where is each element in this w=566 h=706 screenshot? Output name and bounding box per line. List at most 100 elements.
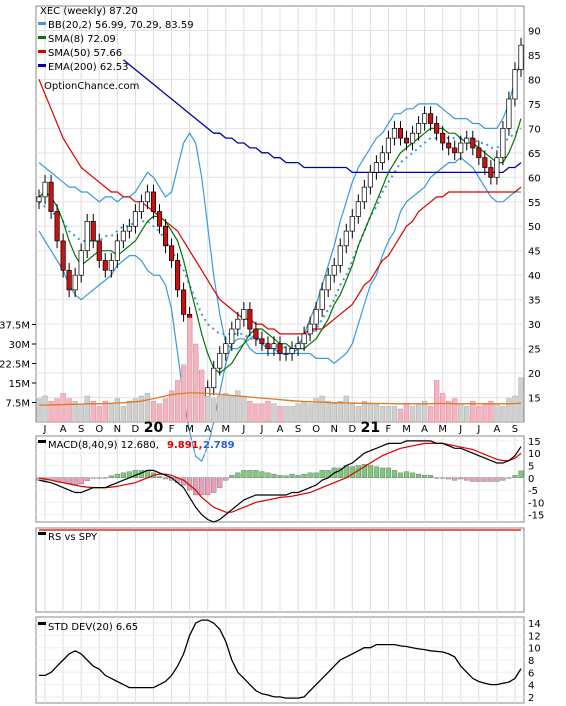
macd-hist-bar [428, 475, 434, 478]
macd-tick-label: 0 [528, 474, 534, 485]
candle-body [391, 128, 398, 139]
volume-bar [433, 380, 440, 423]
volume-bar [102, 400, 108, 423]
x-tick-label: A [277, 424, 284, 435]
candle-body [403, 137, 410, 144]
macd-hist-bar [476, 477, 482, 482]
x-tick-label: M [221, 424, 230, 435]
macd-hist-bar [458, 477, 464, 480]
volume-bar [259, 403, 265, 423]
macd-hist-bar [488, 477, 494, 482]
price-tick-label: 25 [528, 345, 541, 356]
volume-bar [265, 400, 271, 423]
candle-body [331, 265, 337, 276]
volume-bar [452, 398, 458, 423]
x-tick-label: F [386, 424, 392, 435]
macd-hist-bar [72, 477, 78, 486]
legend-label: BB(20,2) 56.99, 70.29, 83.59 [48, 20, 194, 31]
macd-hist-value: 2.789 [203, 440, 235, 451]
volume-bar [470, 400, 476, 423]
volume-bar [427, 406, 434, 423]
volume-bar [247, 400, 253, 423]
candle-body [409, 132, 416, 144]
macd-tick-label: -15 [528, 511, 544, 522]
macd-hist-bar [193, 477, 199, 496]
x-tick-label: 21 [361, 420, 380, 436]
legend-swatch [38, 532, 46, 535]
macd-hist-bar [494, 477, 500, 482]
candle-body [114, 240, 120, 261]
macd-hist-bar [199, 477, 205, 496]
legend-label: SMA(50) 57.66 [48, 48, 122, 59]
price-tick-label: 85 [528, 51, 541, 62]
candle-body [60, 240, 66, 271]
volume-bar [500, 406, 506, 423]
x-tick-label: J [241, 424, 245, 435]
candle-body [132, 211, 138, 227]
candle-body [313, 309, 319, 325]
candle-body [156, 211, 163, 227]
candle-body [416, 123, 422, 134]
volume-bar [512, 395, 518, 423]
macd-hist-bar [319, 470, 325, 478]
std-tick-label: 6 [528, 668, 534, 679]
candle-body [90, 220, 96, 242]
x-tick-label: O [312, 424, 320, 435]
candle-body [36, 196, 42, 203]
candle-body [42, 181, 48, 198]
volume-bar [114, 398, 120, 423]
candle-body [223, 343, 229, 354]
x-tick-label: N [330, 424, 337, 435]
candle-body [108, 260, 114, 271]
ema200-line [122, 59, 522, 174]
price-tick-label: 35 [528, 296, 541, 307]
legend-swatch [38, 36, 46, 39]
candle-body [289, 348, 295, 354]
legend-label: EMA(200) 62.53 [48, 62, 128, 73]
legend-swatch [38, 22, 46, 25]
x-tick-label: M [438, 424, 447, 435]
candle-body [428, 113, 434, 124]
macd-hist-bar [283, 475, 289, 478]
x-tick-label: J [259, 424, 263, 435]
macd-hist-bar [235, 472, 241, 478]
volume-bar [307, 403, 313, 423]
macd-hist-bar [367, 465, 373, 478]
volume-bar [78, 403, 84, 423]
macd-hist-bar [313, 472, 319, 478]
macd-hist-bar [295, 475, 301, 478]
volume-tick-label: 37.5M [0, 321, 30, 332]
macd-hist-bar [373, 466, 379, 478]
macd-hist-bar [265, 472, 271, 478]
macd-hist-bar [518, 470, 524, 478]
macd-hist-bar [349, 466, 355, 478]
volume-tick-label: 30M [9, 340, 30, 351]
macd-hist-bar [361, 464, 367, 478]
volume-bar [132, 398, 139, 423]
volume-bar [283, 406, 289, 423]
candle-body [295, 343, 301, 349]
volume-bar [199, 369, 205, 423]
volume-bar [403, 403, 410, 423]
volume-bar [72, 400, 78, 423]
candle-body [506, 98, 512, 129]
candle-body [422, 113, 428, 124]
x-tick-label: S [512, 424, 518, 435]
volume-bar [156, 403, 163, 423]
volume-bar [60, 393, 66, 423]
candle-body [211, 367, 217, 389]
candle-body [464, 137, 470, 144]
stddev-line [39, 619, 522, 699]
candle-body [241, 309, 247, 320]
volume-bar [48, 400, 54, 423]
macd-hist-bar [506, 477, 512, 479]
std-tick-label: 10 [528, 644, 541, 655]
candle-body [482, 157, 488, 168]
volume-bar [464, 406, 470, 423]
volume-bar [289, 406, 295, 423]
macd-hist-bar [434, 477, 440, 479]
macd-hist-bar [440, 477, 446, 479]
sma50-line [38, 79, 522, 335]
